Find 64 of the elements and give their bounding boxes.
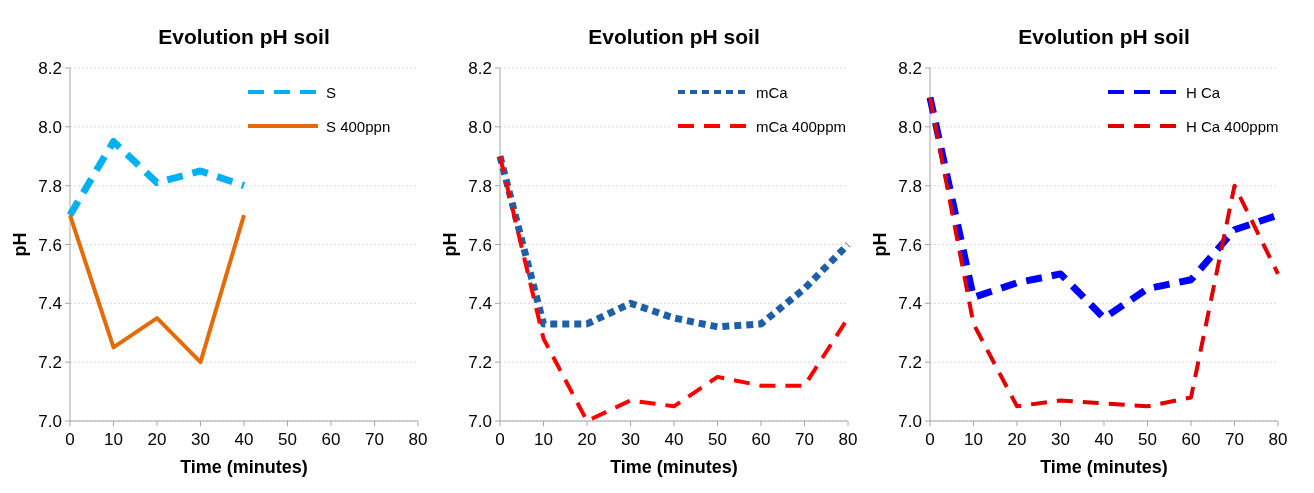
x-tick-label: 0 xyxy=(65,430,75,449)
y-tick-label: 7.0 xyxy=(468,412,492,431)
x-tick-label: 10 xyxy=(104,430,123,449)
legend-label: H Ca xyxy=(1186,84,1221,101)
x-tick-label: 80 xyxy=(408,430,428,449)
x-tick-label: 40 xyxy=(1094,430,1114,449)
x-tick-label: 10 xyxy=(964,430,983,449)
y-axis-title: pH xyxy=(870,232,890,257)
y-tick-label: 7.2 xyxy=(38,353,62,373)
chart-title: Evolution pH soil xyxy=(1018,25,1190,48)
x-tick-label: 20 xyxy=(577,430,597,449)
x-tick-label: 60 xyxy=(321,430,341,449)
x-tick-label: 20 xyxy=(147,430,167,449)
y-tick-label: 8.0 xyxy=(38,117,62,137)
y-tick-label: 7.2 xyxy=(898,353,922,373)
y-tick-label: 7.8 xyxy=(38,176,62,196)
y-tick-label: 7.8 xyxy=(468,176,492,196)
x-tick-label: 0 xyxy=(495,430,505,449)
y-tick-label: 7.4 xyxy=(38,294,62,314)
y-tick-label: 7.6 xyxy=(468,235,492,255)
x-tick-label: 50 xyxy=(708,430,727,449)
legend-label: S 400ppn xyxy=(326,118,391,135)
x-tick-label: 50 xyxy=(278,430,297,449)
x-tick-label: 80 xyxy=(1268,430,1288,449)
legend-label: mCa 400ppm xyxy=(756,118,847,135)
chart-title: Evolution pH soil xyxy=(588,25,760,48)
y-tick-label: 7.6 xyxy=(898,235,922,255)
line-series xyxy=(68,213,246,365)
chart-title: Evolution pH soil xyxy=(158,25,330,48)
y-tick-label: 8.2 xyxy=(898,59,922,78)
legend-label: H Ca 400ppm xyxy=(1186,118,1279,135)
y-tick-label: 8.2 xyxy=(468,59,492,78)
x-tick-label: 0 xyxy=(925,430,935,449)
x-axis-title: Time (minutes) xyxy=(1040,457,1168,477)
y-tick-label: 7.0 xyxy=(38,412,62,431)
x-axis-title: Time (minutes) xyxy=(180,457,308,477)
x-tick-label: 70 xyxy=(365,430,384,449)
y-tick-label: 7.0 xyxy=(898,412,922,431)
x-tick-label: 30 xyxy=(621,430,640,449)
x-tick-label: 10 xyxy=(534,430,553,449)
y-tick-label: 8.0 xyxy=(898,117,922,137)
y-tick-label: 7.6 xyxy=(38,235,62,255)
x-tick-label: 60 xyxy=(1181,430,1201,449)
x-axis-title: Time (minutes) xyxy=(610,457,738,477)
x-tick-label: 50 xyxy=(1138,430,1157,449)
x-tick-label: 20 xyxy=(1007,430,1027,449)
legend-label: S xyxy=(326,84,337,101)
x-tick-label: 60 xyxy=(751,430,771,449)
y-axis-title: pH xyxy=(10,232,30,257)
y-tick-label: 7.4 xyxy=(468,294,492,314)
x-tick-label: 30 xyxy=(191,430,210,449)
y-tick-label: 7.2 xyxy=(468,353,492,373)
y-axis-title: pH xyxy=(440,232,460,257)
y-tick-label: 7.8 xyxy=(898,176,922,196)
x-tick-label: 40 xyxy=(234,430,254,449)
x-tick-label: 40 xyxy=(664,430,684,449)
y-tick-label: 8.0 xyxy=(468,117,492,137)
y-tick-label: 7.4 xyxy=(898,294,922,314)
x-tick-label: 70 xyxy=(1225,430,1244,449)
x-tick-label: 70 xyxy=(795,430,814,449)
x-tick-label: 80 xyxy=(838,430,858,449)
y-tick-label: 8.2 xyxy=(38,59,62,78)
x-tick-label: 30 xyxy=(1051,430,1070,449)
legend-label: mCa xyxy=(756,84,789,101)
